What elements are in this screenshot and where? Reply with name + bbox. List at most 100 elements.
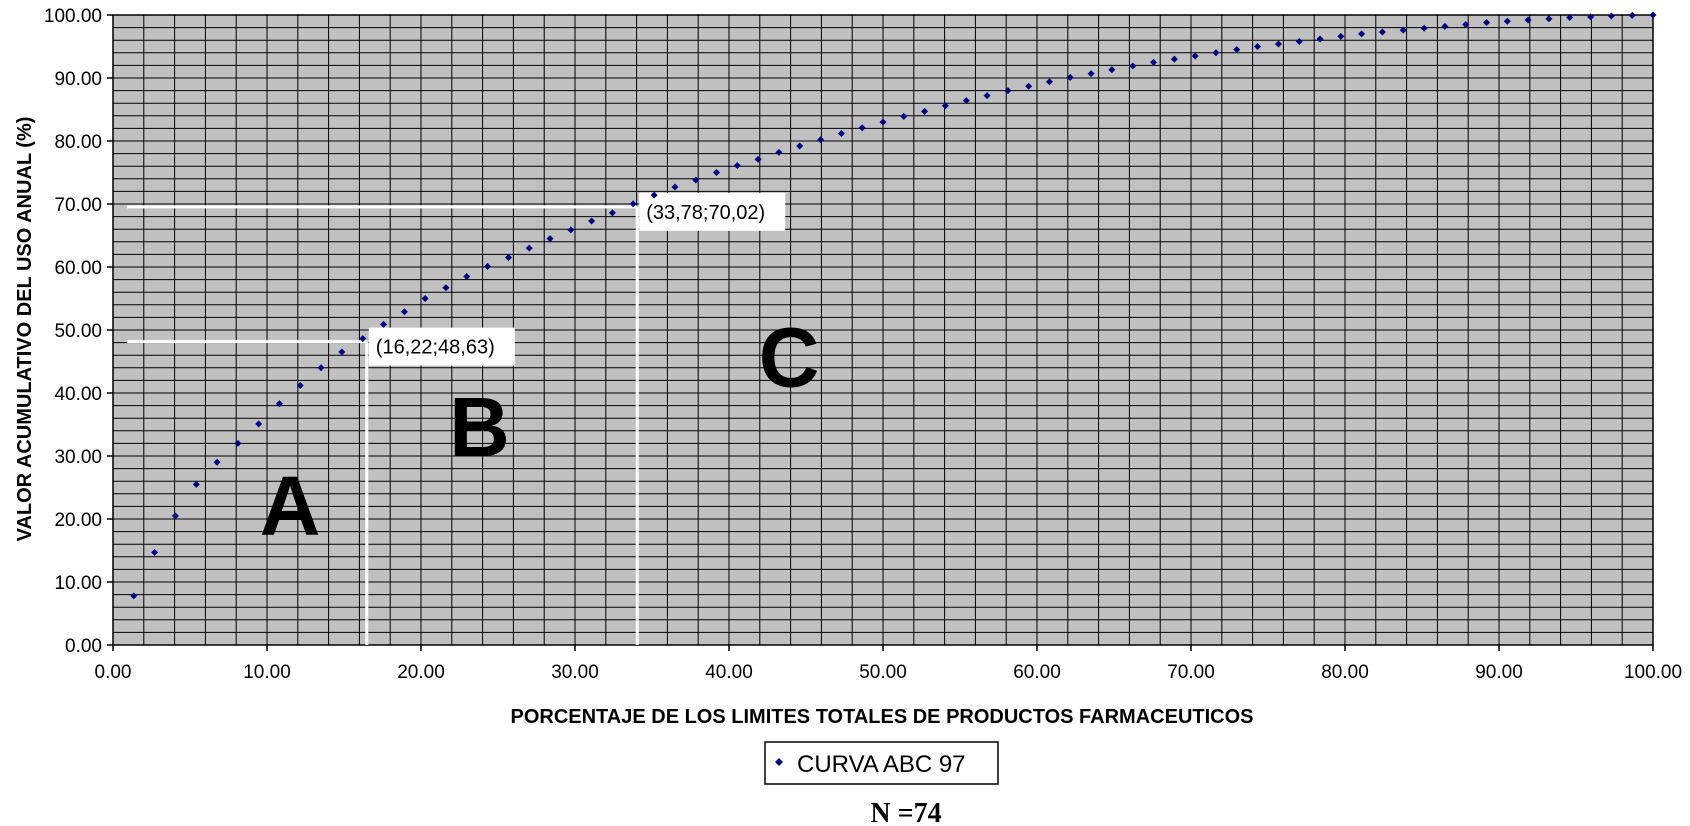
data-point: [650, 191, 658, 199]
data-point: [234, 439, 242, 447]
annotation-box: [368, 327, 515, 366]
data-point: [1649, 11, 1657, 19]
annotation-label: (33,78;70,02): [646, 202, 765, 224]
data-point: [1045, 78, 1053, 86]
x-tick-label: 70.00: [1167, 662, 1215, 683]
data-point: [275, 400, 283, 408]
y-tick-label: 0.00: [65, 636, 102, 657]
data-points: [130, 11, 1657, 600]
data-point: [921, 107, 929, 115]
data-point: [1295, 37, 1303, 45]
x-tick-label: 0.00: [95, 662, 132, 683]
y-tick-label: 80.00: [54, 132, 102, 153]
data-point: [1129, 62, 1137, 70]
data-point: [296, 381, 304, 389]
data-point: [1233, 46, 1241, 54]
y-tick-label: 50.00: [54, 321, 102, 342]
zone-label-c: C: [759, 311, 820, 405]
x-tick-label: 20.00: [397, 662, 445, 683]
data-point: [1025, 82, 1033, 90]
data-point: [629, 200, 637, 208]
data-point: [1108, 66, 1116, 74]
data-point: [733, 162, 741, 170]
data-point: [1483, 19, 1491, 27]
data-point: [1545, 15, 1553, 23]
data-point: [1170, 55, 1178, 63]
data-point: [192, 480, 200, 488]
y-tick-label: 70.00: [54, 195, 102, 216]
x-tick-label: 80.00: [1321, 662, 1369, 683]
data-point: [380, 320, 388, 328]
y-axis-ticks: 0.00 10.00 20.00 30.00 40.00 50.00 60.00 70.00 8…: [44, 6, 113, 657]
data-point: [983, 92, 991, 100]
data-point: [671, 183, 679, 191]
data-point: [151, 548, 159, 556]
zone-label-b: B: [449, 380, 510, 474]
data-point: [1420, 24, 1428, 32]
x-tick-label: 100.00: [1624, 662, 1682, 683]
y-tick-label: 20.00: [54, 510, 102, 531]
grid-lines: [113, 15, 1653, 645]
data-point: [692, 176, 700, 184]
data-point: [775, 148, 783, 156]
data-point: [1087, 70, 1095, 78]
data-point: [962, 97, 970, 105]
data-point: [421, 295, 429, 302]
x-tick-label: 40.00: [705, 662, 753, 683]
data-point: [588, 217, 596, 225]
data-point: [900, 112, 908, 120]
data-point: [1566, 14, 1574, 22]
data-point: [837, 129, 845, 137]
x-tick-label: 60.00: [1013, 662, 1061, 683]
data-point: [359, 335, 367, 343]
data-point: [1587, 13, 1595, 21]
data-point: [1212, 49, 1220, 57]
x-axis-title: PORCENTAJE DE LOS LIMITES TOTALES DE PRO…: [510, 706, 1253, 728]
data-point: [171, 512, 179, 520]
data-point: [608, 209, 616, 217]
data-point: [1462, 20, 1470, 28]
x-tick-label: 50.00: [859, 662, 907, 683]
y-tick-label: 30.00: [54, 447, 102, 468]
x-tick-label: 10.00: [243, 662, 291, 683]
data-point: [713, 169, 721, 176]
data-point: [504, 254, 512, 262]
data-point: [463, 272, 471, 280]
data-point: [484, 262, 492, 270]
data-point: [1399, 26, 1407, 34]
legend-marker: [775, 758, 783, 766]
data-point: [546, 235, 554, 243]
data-point: [1441, 22, 1449, 30]
annotation-label: (16,22;48,63): [376, 337, 495, 359]
sample-size-label: N =74: [870, 798, 941, 826]
data-point: [879, 118, 887, 126]
data-point: [817, 136, 825, 144]
legend-entry-curva-abc-97: CURVA ABC 97: [797, 751, 966, 778]
data-point: [1066, 73, 1074, 81]
data-point: [858, 124, 866, 132]
x-tick-label: 30.00: [551, 662, 599, 683]
guide-lines: (16,22;48,63) (33,78;70,02): [127, 192, 786, 645]
data-point: [317, 364, 325, 372]
x-axis-ticks: 0.00 10.00 20.00 30.00 40.00 50.00 60.00 70.00 8…: [95, 645, 1682, 683]
annotation-box: [639, 192, 786, 231]
data-point: [1316, 35, 1324, 43]
legend: CURVA ABC 97: [764, 741, 999, 785]
y-axis-title: VALOR ACUMULATIVO DEL USO ANUAL (%): [14, 117, 36, 542]
data-point: [1358, 30, 1366, 38]
data-point: [338, 348, 346, 356]
data-point: [1607, 12, 1615, 20]
data-point: [255, 420, 263, 428]
data-point: [1628, 11, 1636, 19]
legend-box: [764, 741, 999, 785]
data-point: [525, 244, 533, 252]
data-point: [213, 458, 221, 466]
x-tick-label: 90.00: [1475, 662, 1523, 683]
data-point: [941, 102, 949, 110]
data-point: [1524, 16, 1532, 24]
y-tick-label: 90.00: [54, 69, 102, 90]
data-point: [754, 155, 762, 163]
data-point: [130, 592, 138, 600]
data-point: [1274, 40, 1282, 48]
